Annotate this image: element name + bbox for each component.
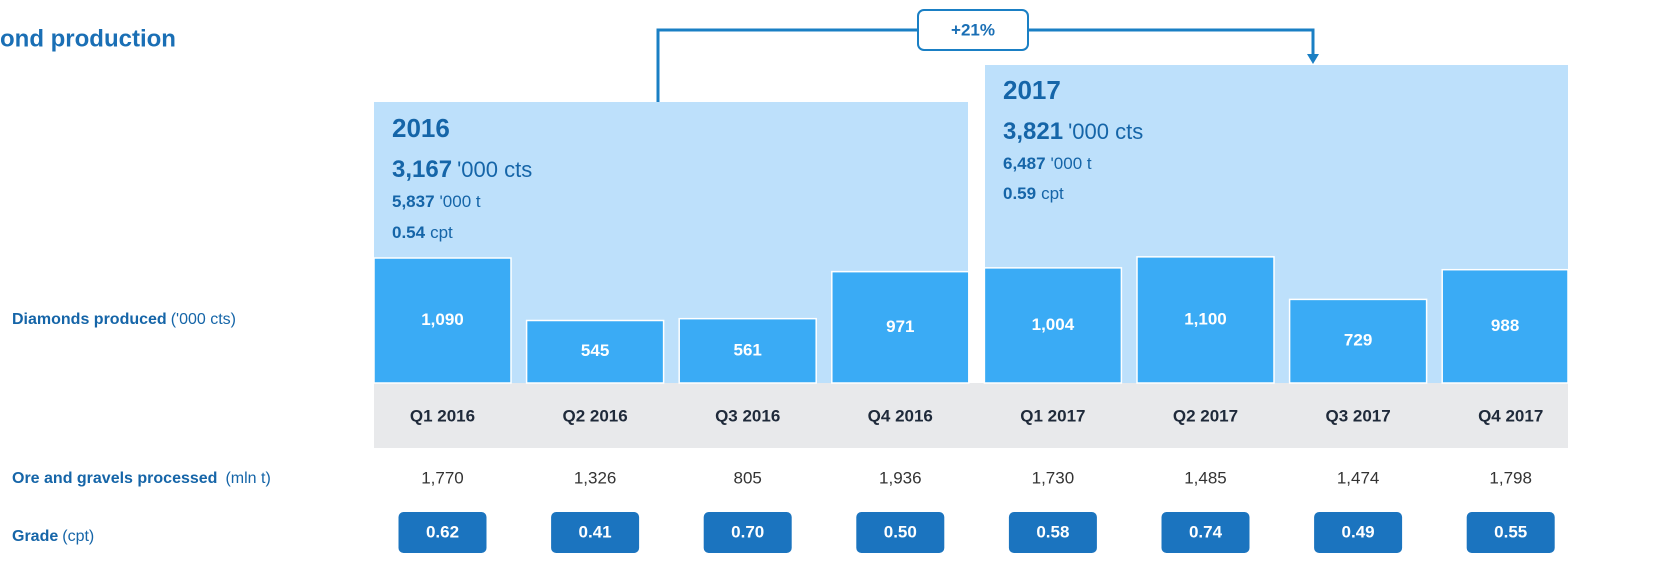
chart-title: ond production: [0, 25, 176, 52]
x-tick-label: Q3 2016: [715, 406, 780, 425]
row-label: Diamonds produced ('000 cts): [12, 311, 236, 328]
grade-box: [398, 512, 487, 553]
bar: [983, 267, 1123, 384]
grade-value: 0.62: [426, 522, 459, 541]
x-tick-label: Q2 2016: [562, 406, 627, 425]
stat-unit: '000 t: [440, 192, 481, 211]
bar: [678, 317, 817, 384]
stat-value: 3,821: [1003, 118, 1063, 145]
row-name: Ore and gravels processed: [12, 470, 217, 487]
row-label: Grade (cpt): [12, 528, 94, 545]
grade-box: [551, 512, 640, 553]
grade-value: 0.55: [1494, 522, 1527, 541]
year-stat: 0.59 cpt: [1003, 184, 1064, 203]
year-stat: 6,487 '000 t: [1003, 154, 1092, 173]
data-label: 1,090: [421, 310, 464, 329]
data-label: 729: [1344, 331, 1372, 350]
row-unit: ('000 cts): [171, 311, 236, 328]
grade-box: [1008, 512, 1097, 553]
year: 2017: [1003, 75, 1061, 105]
year: 2016: [392, 113, 450, 143]
stat-unit: cpt: [430, 223, 453, 242]
ore-value: 1,485: [1184, 468, 1227, 487]
grade-box: [1161, 512, 1250, 553]
stat-value: 0.54: [392, 223, 426, 242]
grade-value: 0.58: [1036, 522, 1069, 541]
bar: [1288, 298, 1428, 384]
grade-box: [703, 512, 792, 553]
ore-value: 1,730: [1032, 468, 1075, 487]
data-label: 1,004: [1032, 315, 1075, 334]
year-stat: 3,821'000 cts: [1003, 118, 1143, 145]
x-tick-label: Q2 2017: [1173, 406, 1238, 425]
year-stat: 3,167'000 cts: [392, 156, 532, 183]
grade-value: 0.49: [1342, 522, 1375, 541]
row-unit: (cpt): [62, 528, 94, 545]
stat-value: 3,167: [392, 156, 452, 183]
stat-unit: '000 cts: [1068, 119, 1143, 144]
x-tick-label: Q1 2016: [410, 406, 475, 425]
x-tick-label: Q3 2017: [1325, 406, 1390, 425]
change-label: +21%: [951, 20, 995, 39]
stat-value: 0.59: [1003, 184, 1036, 203]
grade-value: 0.50: [884, 522, 917, 541]
ore-value: 805: [734, 468, 762, 487]
bar: [1441, 268, 1569, 384]
grade-box: [856, 512, 945, 553]
data-label: 1,100: [1184, 309, 1227, 328]
ore-value: 1,474: [1337, 468, 1380, 487]
row-name: Grade: [12, 528, 58, 545]
grade-value: 0.41: [579, 522, 612, 541]
ore-value: 1,936: [879, 468, 922, 487]
category-band: [374, 383, 1568, 448]
x-tick-label: Q1 2017: [1020, 406, 1085, 425]
row-unit: (mln t): [225, 470, 270, 487]
grade-box: [1314, 512, 1403, 553]
year-stat: 0.54 cpt: [392, 223, 453, 242]
bar: [373, 257, 512, 384]
bar: [1136, 256, 1275, 384]
change-box: [917, 9, 1029, 51]
data-label: 971: [886, 317, 914, 336]
year-stat: 5,837 '000 t: [392, 192, 481, 211]
grade-value: 0.70: [731, 522, 764, 541]
stat-unit: '000 t: [1051, 154, 1092, 173]
ore-value: 1,770: [421, 468, 464, 487]
bar: [525, 319, 665, 384]
grade-value: 0.74: [1189, 522, 1223, 541]
stat-value: 6,487: [1003, 154, 1046, 173]
stat-unit: cpt: [1041, 184, 1064, 203]
row-label: Ore and gravels processed (mln t): [12, 470, 271, 487]
data-label: 561: [734, 340, 762, 359]
arrow: [1307, 54, 1319, 64]
stat-value: 5,837: [392, 192, 435, 211]
bar: [831, 270, 970, 384]
ore-value: 1,326: [574, 468, 617, 487]
ore-value: 1,798: [1489, 468, 1532, 487]
x-tick-label: Q4 2016: [868, 406, 933, 425]
x-tick-label: Q4 2017: [1478, 406, 1543, 425]
data-label: 545: [581, 341, 609, 360]
grade-box: [1466, 512, 1555, 553]
data-label: 988: [1491, 316, 1519, 335]
row-name: Diamonds produced: [12, 311, 167, 328]
stat-unit: '000 cts: [457, 157, 532, 182]
